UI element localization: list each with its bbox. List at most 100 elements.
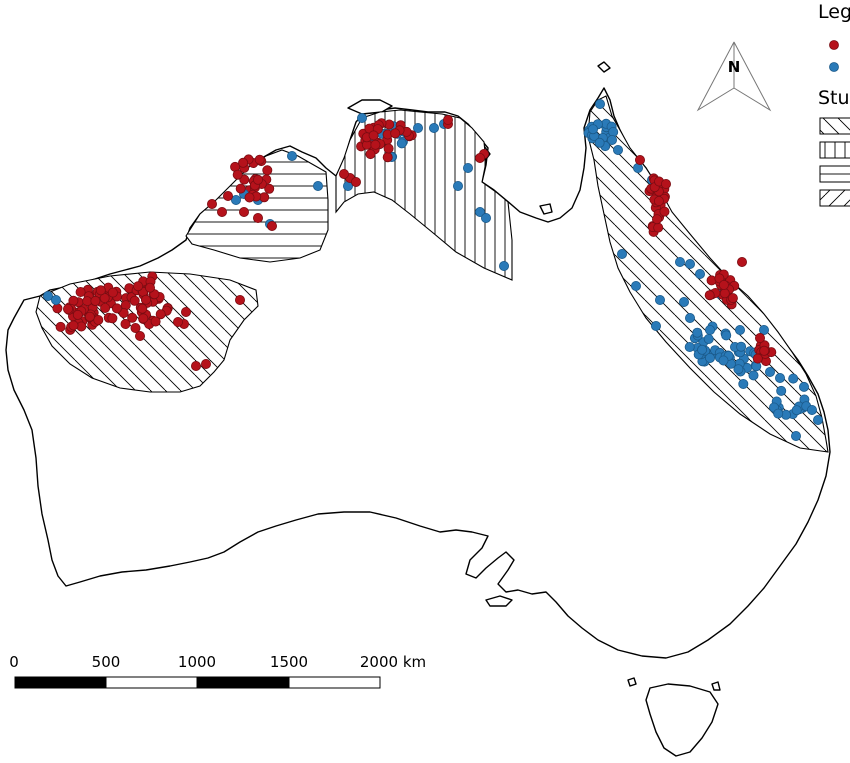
occurrence-point — [222, 190, 233, 201]
occurrence-point — [216, 206, 227, 217]
north-arrow-icon: N — [696, 41, 772, 112]
study-region-kimberley — [185, 149, 329, 263]
occurrence-point — [63, 303, 74, 314]
occurrence-point — [262, 165, 273, 176]
occurrence-point — [150, 316, 161, 327]
occurrence-point — [791, 430, 802, 441]
occurrence-point — [127, 312, 138, 323]
occurrence-point — [607, 134, 618, 145]
occurrence-point — [180, 306, 191, 317]
occurrence-point — [239, 174, 250, 185]
occurrence-point — [266, 220, 277, 231]
occurrence-point — [370, 139, 381, 150]
occurrence-point — [338, 168, 349, 179]
occurrence-point — [679, 296, 690, 307]
occurrence-point — [252, 174, 263, 185]
occurrence-point — [659, 206, 670, 217]
occurrence-point — [736, 341, 747, 352]
small-island — [627, 677, 637, 687]
occurrence-point — [718, 279, 729, 290]
north-label: N — [728, 58, 741, 76]
occurrence-point — [498, 260, 509, 271]
scale-segment-2 — [105, 676, 198, 689]
occurrence-point — [232, 169, 243, 180]
occurrence-point — [383, 143, 394, 154]
occurrence-point — [84, 311, 95, 322]
occurrence-point — [90, 295, 101, 306]
occurrence-point — [776, 385, 787, 396]
occurrence-point — [286, 150, 297, 161]
occurrence-point — [704, 290, 715, 301]
occurrence-point — [382, 152, 393, 163]
tasmania — [645, 683, 719, 757]
occurrence-point — [368, 130, 379, 141]
occurrence-point — [595, 99, 606, 110]
legend-swatch-vertical — [819, 141, 850, 159]
occurrence-point — [55, 321, 66, 332]
occurrence-point — [93, 314, 104, 325]
occurrence-point — [685, 258, 696, 269]
occurrence-point — [133, 281, 144, 292]
occurrence-point — [99, 293, 110, 304]
scale-bar: 0 500 1000 1500 2000 km — [9, 653, 426, 689]
occurrence-point — [695, 268, 706, 279]
occurrence-point — [759, 345, 770, 356]
occurrence-point — [238, 157, 249, 168]
occurrence-point — [775, 372, 786, 383]
occurrence-point — [617, 248, 628, 259]
occurrence-point — [264, 183, 275, 194]
occurrence-point — [43, 290, 54, 301]
occurrence-point — [172, 316, 183, 327]
scale-label-1000: 1000 — [178, 653, 216, 671]
occurrence-point — [100, 302, 111, 313]
occurrence-point — [244, 192, 255, 203]
occurrence-point — [238, 206, 249, 217]
occurrence-point — [230, 194, 241, 205]
occurrence-points-red — [52, 154, 275, 371]
legend-swatch-diag-down — [819, 117, 850, 135]
occurrence-point — [120, 318, 131, 329]
occurrence-point — [727, 293, 738, 304]
occurrence-point — [705, 352, 716, 363]
occurrence-point — [721, 330, 732, 341]
occurrence-point — [705, 324, 716, 335]
occurrence-point — [594, 137, 605, 148]
occurrence-point — [155, 309, 166, 320]
occurrence-point — [759, 324, 770, 335]
occurrence-point — [474, 206, 485, 217]
occurrence-point — [118, 307, 129, 318]
occurrence-point — [697, 344, 708, 355]
occurrence-point — [390, 128, 401, 139]
study-region-top-end — [335, 109, 513, 281]
occurrence-point — [68, 320, 79, 331]
occurrence-point — [735, 324, 746, 335]
occurrence-point — [703, 333, 714, 344]
small-island — [539, 203, 553, 215]
occurrence-point — [68, 295, 79, 306]
occurrence-point — [653, 222, 664, 233]
occurrence-point — [474, 152, 485, 163]
occurrence-point — [72, 309, 83, 320]
occurrence-point — [51, 294, 62, 305]
occurrence-point — [137, 303, 148, 314]
occurrence-point — [462, 162, 473, 173]
occurrence-point — [738, 378, 749, 389]
occurrence-points-red-top — [206, 115, 777, 367]
occurrence-point — [52, 303, 63, 314]
kangaroo-island — [485, 595, 513, 607]
occurrence-point — [107, 287, 118, 298]
small-island — [597, 61, 611, 73]
scale-segment-3 — [196, 676, 290, 689]
occurrence-point — [130, 322, 141, 333]
occurrence-point — [755, 332, 766, 343]
occurrence-point — [111, 303, 122, 314]
occurrence-point — [684, 341, 695, 352]
occurrence-point — [588, 124, 599, 135]
occurrence-point — [635, 154, 646, 165]
occurrence-point — [480, 212, 491, 223]
occurrence-point — [652, 214, 663, 225]
legend-swatch-diag-up — [819, 189, 850, 207]
occurrence-point — [718, 355, 729, 366]
scale-label-1500: 1500 — [270, 653, 308, 671]
